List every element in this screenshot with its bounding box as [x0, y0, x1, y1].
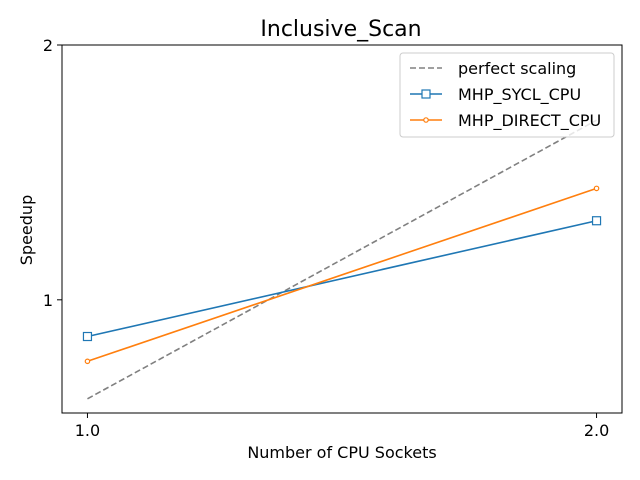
series-line [87, 187, 597, 363]
legend-item: MHP_SYCL_CPU [410, 85, 581, 105]
y-axis-label: Speedup [17, 195, 36, 265]
x-axis-label: Number of CPU Sockets [247, 443, 436, 462]
data-point-marker [84, 358, 91, 365]
legend-marker [423, 117, 429, 123]
legend-item: perfect scaling [410, 59, 576, 78]
data-point-marker [593, 185, 600, 192]
axes: 1.0 2.0 1 2 [43, 36, 609, 440]
series-mhp-sycl-cpu [82, 216, 602, 342]
legend-marker [421, 89, 431, 99]
y-tick-label: 2 [43, 36, 53, 55]
plot-frame [61, 44, 623, 414]
series-line [87, 119, 597, 400]
data-point-marker [591, 216, 602, 226]
y-tick-label: 1 [43, 291, 53, 310]
x-tick-label: 2.0 [584, 421, 609, 440]
chart-title: Inclusive_Scan [260, 17, 421, 42]
legend-item: MHP_DIRECT_CPU [410, 111, 601, 131]
legend-label: MHP_DIRECT_CPU [458, 111, 601, 131]
series-perfect-scaling [87, 119, 597, 400]
series-line [87, 219, 597, 338]
legend: perfect scaling MHP_SYCL_CPU MHP_DIRECT_CP… [399, 52, 615, 138]
legend-box [399, 52, 615, 138]
legend-label: MHP_SYCL_CPU [458, 85, 581, 105]
legend-label: perfect scaling [458, 59, 576, 78]
plot-area [82, 119, 602, 400]
data-point-marker [82, 331, 93, 342]
series-mhp-direct-cpu [84, 185, 600, 365]
x-tick-label: 1.0 [75, 421, 100, 440]
